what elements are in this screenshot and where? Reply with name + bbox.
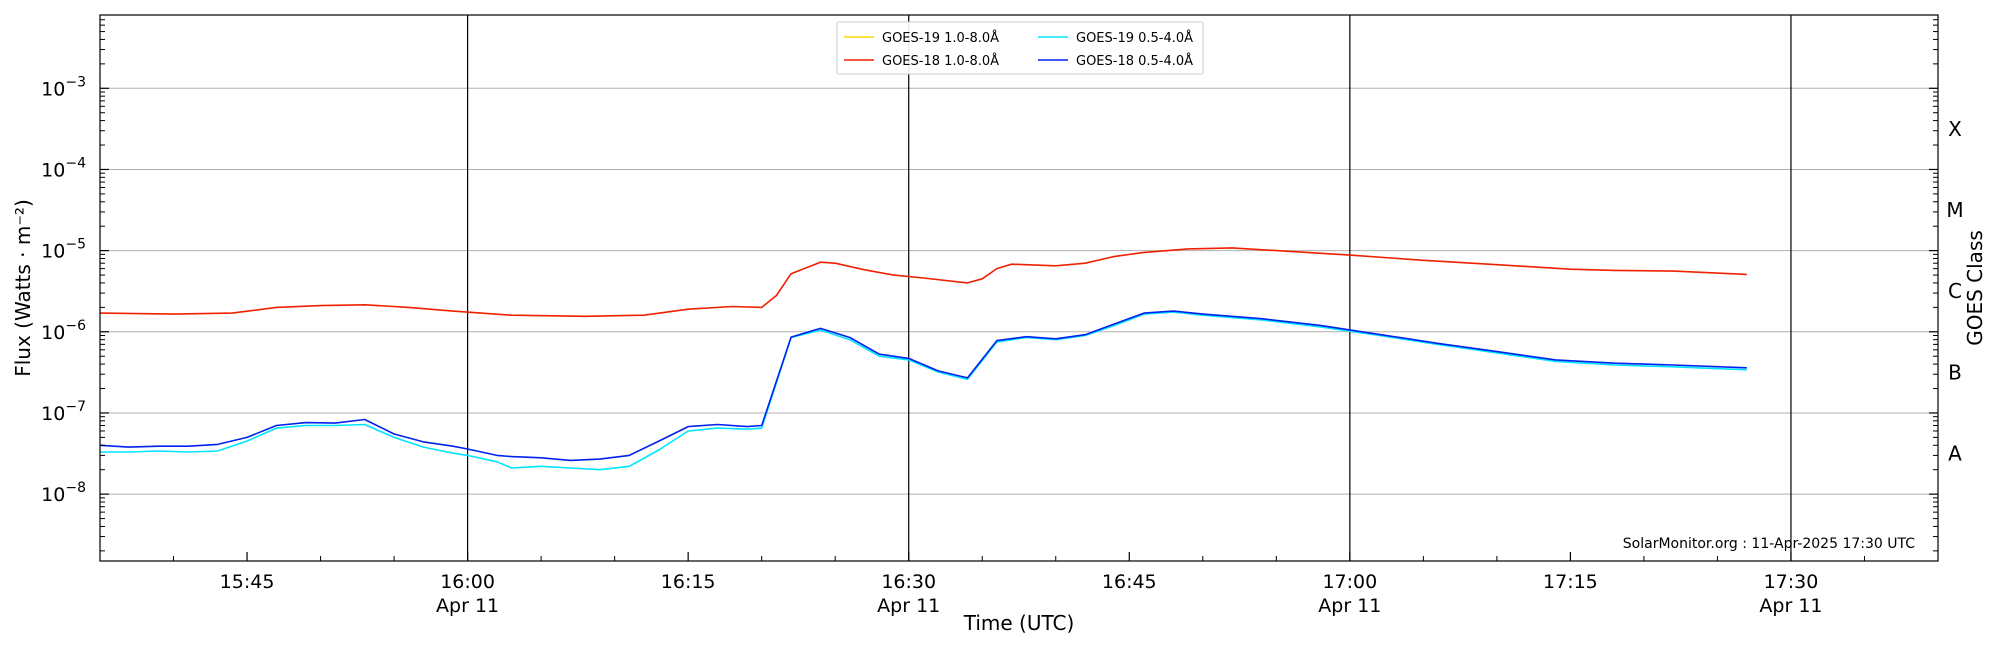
x-tick-label: 16:45 (1102, 571, 1157, 593)
series-line-2 (99, 247, 1747, 318)
x-tick-label: 17:30 (1764, 571, 1819, 593)
legend-items: GOES-19 1.0-8.0Å GOES-19 0.5-4.0Å GOES-18 … (844, 30, 1193, 69)
y-tick-label: 10−3 (41, 74, 86, 100)
goes-class-label-b: B (1948, 360, 1962, 384)
x-tick-date-label: Apr 11 (436, 595, 499, 617)
x-axis-title: Time (UTC) (963, 611, 1075, 635)
legend-label: GOES-18 1.0-8.0Å (882, 53, 999, 69)
x-tick-label: 16:00 (440, 571, 495, 593)
y-tick-label: 10−4 (41, 155, 86, 181)
legend-label: GOES-19 1.0-8.0Å (882, 30, 999, 46)
day-boundary-lines (467, 15, 1792, 561)
goes-class-label-m: M (1946, 198, 1963, 222)
series-line-3 (99, 310, 1747, 462)
legend-box (836, 21, 1204, 75)
x-tick-label: 15:45 (220, 571, 275, 593)
goes-class-axis-title: GOES Class (1963, 230, 1987, 346)
legend-label: GOES-19 0.5-4.0Å (1076, 30, 1193, 46)
series-line-1 (100, 311, 1747, 471)
y-axis-title: Flux (Watts · m⁻²) (11, 199, 35, 377)
plot-frame (99, 14, 1939, 562)
y-axis-ticks: 10−8 10−7 10−6 10−5 10−4 10−3 (41, 14, 1938, 552)
y-tick-label: 10−7 (41, 399, 86, 425)
x-tick-date-label: Apr 11 (1318, 595, 1381, 617)
x-tick-label: 16:30 (881, 571, 936, 593)
y-tick-label: 10−8 (41, 480, 86, 506)
x-tick-label: 17:15 (1543, 571, 1598, 593)
goes-class-label-a: A (1948, 442, 1962, 466)
y-tick-label: 10−5 (41, 237, 86, 263)
goes-class-labels: A B C M X (1946, 117, 1963, 466)
watermark-text: SolarMonitor.org : 11-Apr-2025 17:30 UTC (1623, 536, 1915, 552)
goes-class-label-x: X (1948, 117, 1962, 141)
x-tick-date-label: Apr 11 (1759, 595, 1822, 617)
x-tick-label: 16:15 (661, 571, 716, 593)
goes-class-label-c: C (1948, 279, 1962, 303)
legend: GOES-19 1.0-8.0Å GOES-19 0.5-4.0Å GOES-18 … (836, 21, 1204, 75)
legend-label: GOES-18 0.5-4.0Å (1076, 53, 1193, 69)
x-tick-label: 17:00 (1322, 571, 1377, 593)
flux-series (99, 247, 1747, 471)
y-tick-label: 10−6 (41, 318, 86, 344)
x-tick-date-label: Apr 11 (877, 595, 940, 617)
grid-lines (100, 87, 1938, 495)
